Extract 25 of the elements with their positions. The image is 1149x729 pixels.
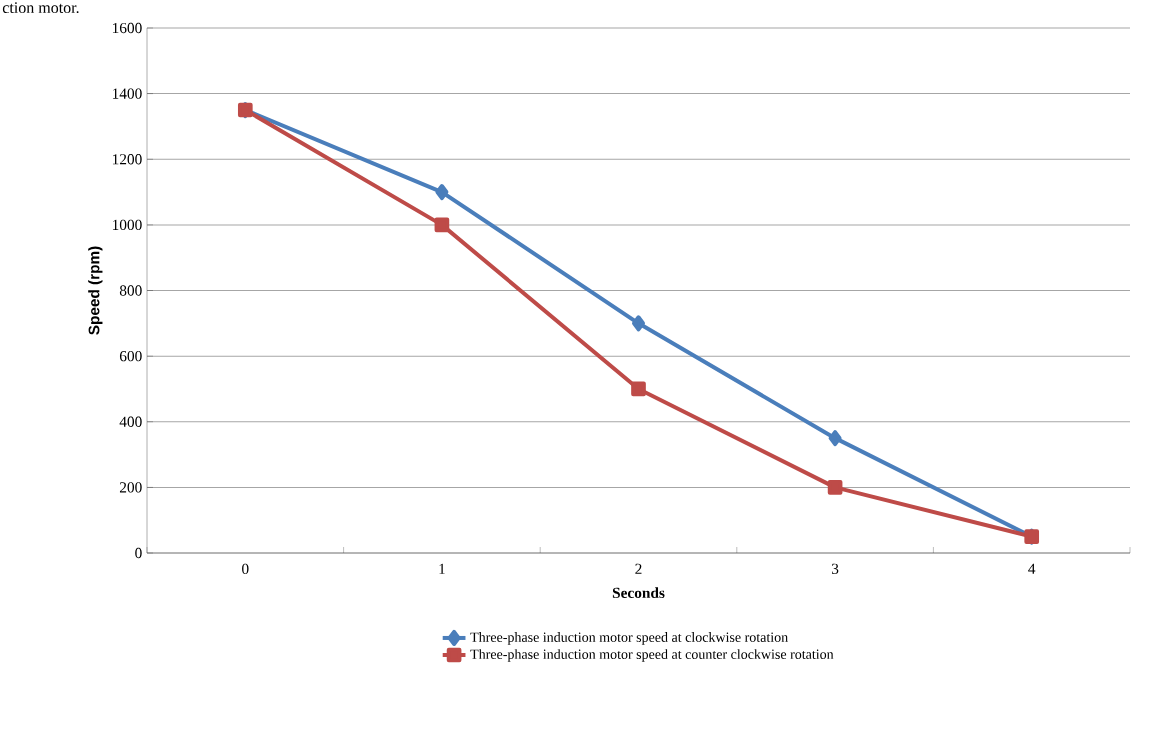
y-tick-label: 800 xyxy=(119,285,142,296)
legend-label: Three-phase induction motor speed at clockwise rotation xyxy=(470,632,788,645)
y-tick-label: 0 xyxy=(135,547,142,559)
point xyxy=(435,184,449,201)
y-tick-label: 1600 xyxy=(112,22,142,34)
legend-label: Three-phase induction motor speed at counter clockwise rotation xyxy=(470,649,834,662)
x-axis-title: Seconds xyxy=(612,587,665,598)
point xyxy=(631,381,646,397)
point xyxy=(827,480,843,495)
y-axis-title: Speed (rpm) xyxy=(88,246,103,335)
text: ction motor. xyxy=(2,2,79,14)
y-tick-label: 200 xyxy=(119,482,142,493)
x-tick-label: 3 xyxy=(832,563,839,575)
y-tick-label: 1400 xyxy=(112,88,142,99)
point xyxy=(828,430,842,447)
x-tick-label: 2 xyxy=(635,563,642,574)
y-tick-label: 400 xyxy=(119,416,142,427)
x-tick-label: 4 xyxy=(1028,563,1036,574)
point xyxy=(632,315,645,332)
x-tick-label: 1 xyxy=(439,563,445,574)
point xyxy=(434,217,450,233)
y-tick-label: 1000 xyxy=(112,219,142,231)
y-tick-label: 1200 xyxy=(112,154,142,165)
y-tick-label: 600 xyxy=(119,350,142,362)
x-tick-label: 0 xyxy=(242,563,249,575)
